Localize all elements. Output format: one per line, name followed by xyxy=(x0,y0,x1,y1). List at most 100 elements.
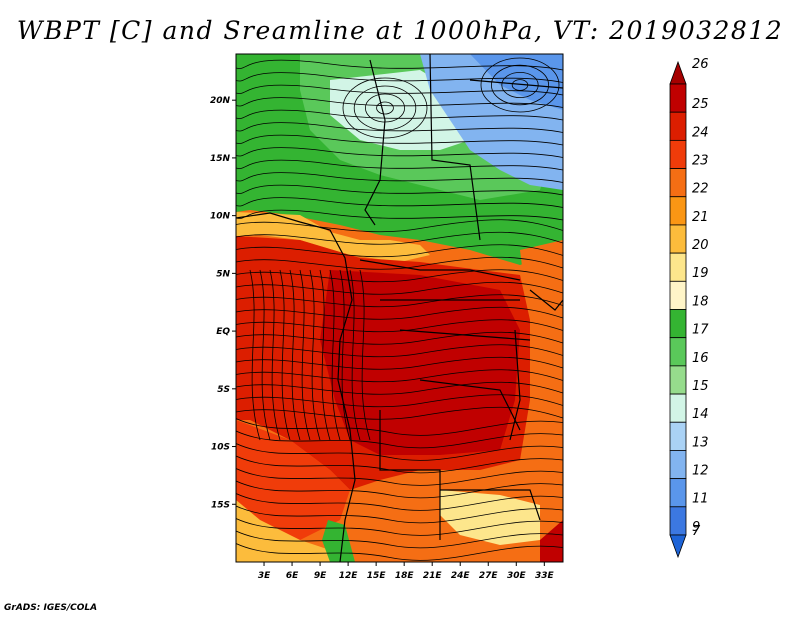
colorbar-swatch xyxy=(669,139,687,169)
streamline xyxy=(236,505,563,524)
streamline xyxy=(319,269,331,441)
streamline xyxy=(236,72,563,83)
streamline xyxy=(236,344,563,358)
country-border xyxy=(379,410,441,540)
streamline xyxy=(236,493,563,511)
colorbar-swatch xyxy=(669,450,687,480)
streamline xyxy=(236,84,563,96)
streamline xyxy=(236,381,563,395)
streamline xyxy=(501,72,539,99)
streamline xyxy=(236,281,563,295)
colorbar-label: 11 xyxy=(692,492,709,507)
streamline xyxy=(236,231,563,245)
map-title: WBPT [C] and Sreamline at 1000hPa, VT: 2… xyxy=(16,16,784,45)
streamline xyxy=(309,269,321,441)
streamlines xyxy=(236,57,563,561)
lon-tick-label: 27E xyxy=(479,571,499,581)
streamline xyxy=(376,101,394,115)
streamline xyxy=(236,319,563,333)
map-panel xyxy=(236,54,563,562)
streamline xyxy=(236,294,563,308)
colorbar-swatch xyxy=(669,83,687,113)
streamline xyxy=(236,480,563,499)
country-border xyxy=(419,379,521,431)
streamline xyxy=(236,468,563,486)
field-darkred-core xyxy=(320,270,520,455)
colorbar-swatch xyxy=(669,337,687,367)
colorbar-label: 15 xyxy=(692,379,709,394)
colorbar-label: 18 xyxy=(692,294,709,309)
colorbar-swatch xyxy=(669,168,687,198)
colorbar-swatch xyxy=(669,252,687,282)
credit-text: GrADS: IGES/COLA xyxy=(4,603,98,613)
streamline xyxy=(269,269,281,441)
lon-tick-label: 30E xyxy=(507,571,527,581)
colorbar-label: 21 xyxy=(692,210,709,225)
lon-tick-label: 6E xyxy=(286,571,299,581)
colorbar-swatch xyxy=(669,393,687,423)
streamline xyxy=(236,244,563,258)
lon-tick-label: 21E xyxy=(423,571,443,581)
lat-tick-label: 20N xyxy=(210,96,231,106)
lat-tick-label: 5S xyxy=(217,385,230,395)
longitude-axis: 3E 6E 9E 12E 15E 18E 21E 24E 27E 30E 33E xyxy=(258,562,554,581)
field-green-sw xyxy=(322,520,355,562)
streamline xyxy=(236,518,563,536)
colorbar-swatch xyxy=(669,280,687,310)
country-border xyxy=(440,489,541,521)
colorbar-label: 25 xyxy=(692,97,709,112)
colorbar-label: 19 xyxy=(692,266,709,281)
colorbar: 26 25 24 23 22 21 20 19 18 17 16 15 14 13 12 11 97 xyxy=(669,57,709,559)
country-border xyxy=(429,54,481,241)
country-border xyxy=(364,59,386,226)
colorbar-swatch xyxy=(669,421,687,451)
country-border xyxy=(529,289,563,311)
streamline xyxy=(236,109,563,121)
field-darkred-se xyxy=(540,520,563,562)
colorbar-swatch xyxy=(669,309,687,339)
country-border xyxy=(399,329,531,341)
lon-tick-label: 12E xyxy=(339,571,359,581)
streamline xyxy=(236,209,563,221)
country-border xyxy=(359,259,521,281)
streamline xyxy=(249,269,261,441)
streamline xyxy=(359,269,371,441)
streamline xyxy=(236,356,563,370)
country-borders xyxy=(236,54,563,562)
streamline xyxy=(236,418,563,436)
latitude-axis: 20N 15N 10N 5N EQ 5S 10S 15S xyxy=(210,96,236,510)
streamline xyxy=(236,369,563,383)
lat-tick-label: 5N xyxy=(216,269,230,279)
colorbar-label: 14 xyxy=(692,407,709,422)
streamline xyxy=(236,269,563,283)
streamline xyxy=(236,147,563,158)
colorbar-label: 24 xyxy=(692,125,709,140)
colorbar-arrow-bottom xyxy=(669,534,687,559)
field-red-west xyxy=(236,420,350,540)
streamline xyxy=(236,256,563,270)
streamline xyxy=(342,77,428,139)
colorbar-label: 7 xyxy=(692,524,701,539)
colorbar-label: 16 xyxy=(692,351,709,366)
streamline xyxy=(289,269,301,441)
colorbar-swatch xyxy=(669,365,687,395)
streamline xyxy=(236,443,563,461)
lat-tick-label: 10S xyxy=(211,443,230,453)
streamline xyxy=(236,394,563,408)
streamline xyxy=(236,219,563,233)
streamline xyxy=(353,85,417,131)
lon-tick-label: 15E xyxy=(367,571,387,581)
lon-tick-label: 24E xyxy=(451,571,471,581)
streamline xyxy=(236,134,563,146)
streamline xyxy=(236,430,563,449)
streamline xyxy=(349,269,361,441)
colorbar-swatch xyxy=(669,111,687,141)
streamline xyxy=(236,122,563,133)
country-border xyxy=(236,212,356,562)
field-blue-deep xyxy=(470,54,563,110)
streamline xyxy=(236,530,563,549)
streamline xyxy=(339,269,351,441)
field-yellow-se xyxy=(440,490,540,545)
lat-tick-label: EQ xyxy=(216,327,230,337)
